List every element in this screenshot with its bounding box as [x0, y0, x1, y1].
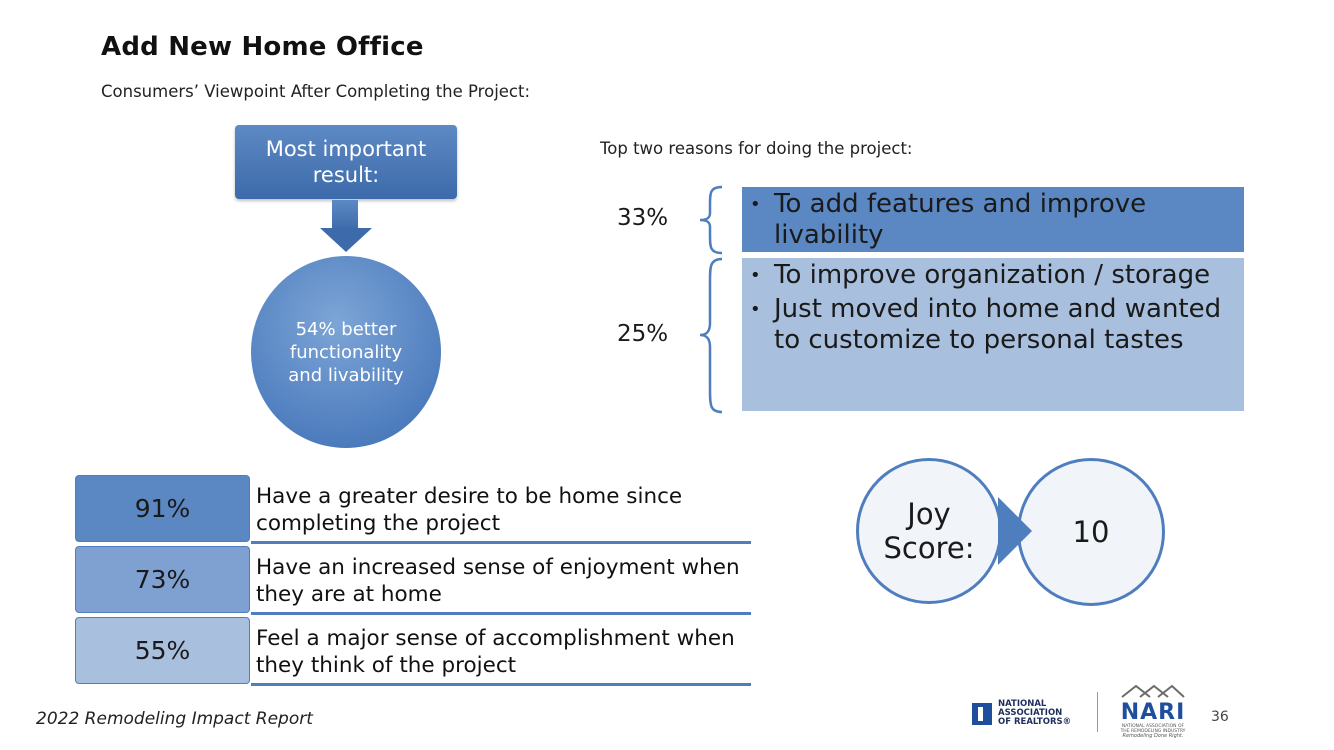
- result-circle-text: 54% better functionality and livability: [288, 318, 404, 386]
- stat-row: 55% Feel a major sense of accomplishment…: [75, 617, 751, 686]
- right-arrow-icon: [998, 497, 1032, 565]
- curly-brace-icon: [699, 257, 723, 414]
- nari-tagline: Remodeling Done Right.: [1122, 733, 1184, 739]
- joy-score-value-circle: 10: [1017, 458, 1165, 606]
- stat-text: Have an increased sense of enjoyment whe…: [256, 555, 740, 607]
- reason-text: To add features and improve livability: [774, 189, 1147, 250]
- reason-bullet: • To improve organization / storage: [748, 260, 1236, 291]
- reason-box-2: • To improve organization / storage • Ju…: [742, 258, 1244, 411]
- nari-subtext: NATIONAL ASSOCIATION OF THE REMODELING I…: [1120, 724, 1186, 734]
- stat-row: 73% Have an increased sense of enjoyment…: [75, 546, 751, 615]
- bullet-dot-icon: •: [750, 299, 761, 320]
- reasons-heading: Top two reasons for doing the project:: [600, 139, 913, 158]
- reason-percent-1: 33%: [617, 205, 669, 231]
- curly-brace-icon: [699, 185, 723, 255]
- stat-text: Have a greater desire to be home since c…: [256, 484, 683, 536]
- nari-logo: NARI NATIONAL ASSOCIATION OF THE REMODEL…: [1118, 683, 1188, 739]
- realtors-logo-text: NATIONAL ASSOCIATION OF REALTORS®: [998, 699, 1072, 727]
- page-subtitle: Consumers’ Viewpoint After Completing th…: [101, 82, 531, 101]
- reason-bullet: • To add features and improve livability: [748, 189, 1236, 251]
- logo-divider: [1097, 692, 1098, 732]
- house-roof-icon: [1121, 684, 1185, 698]
- stat-underline: [251, 612, 751, 615]
- realtor-r-icon: [972, 702, 992, 725]
- stat-underline: [251, 541, 751, 544]
- bullet-dot-icon: •: [750, 265, 761, 286]
- reason-text: To improve organization / storage: [774, 260, 1211, 290]
- bullet-dot-icon: •: [750, 194, 761, 215]
- result-circle: 54% better functionality and livability: [251, 256, 441, 448]
- realtors-logo: NATIONAL ASSOCIATION OF REALTORS®: [972, 700, 1073, 727]
- joy-score-value: 10: [1072, 515, 1110, 549]
- most-important-result-box: Most important result:: [235, 125, 457, 199]
- reason-box-1: • To add features and improve livability: [742, 187, 1244, 252]
- page-number: 36: [1211, 709, 1229, 725]
- result-box-label: Most important result:: [265, 137, 427, 187]
- stat-row: 91% Have a greater desire to be home sin…: [75, 475, 751, 544]
- stat-percent: 91%: [75, 475, 250, 542]
- down-arrow-icon-shaft: [332, 200, 358, 230]
- stat-text: Feel a major sense of accomplishment whe…: [256, 626, 735, 678]
- joy-score-label: Joy Score:: [883, 497, 975, 565]
- stat-percent: 55%: [75, 617, 250, 684]
- down-arrow-icon: [320, 228, 372, 252]
- report-footer: 2022 Remodeling Impact Report: [36, 709, 313, 729]
- reason-bullet: • Just moved into home and wanted to cus…: [748, 294, 1236, 356]
- reason-percent-2: 25%: [617, 321, 669, 347]
- joy-score-label-circle: Joy Score:: [856, 458, 1002, 604]
- nari-wordmark: NARI: [1120, 700, 1186, 725]
- reason-text: Just moved into home and wanted to custo…: [774, 294, 1222, 355]
- stat-underline: [251, 683, 751, 686]
- page-title: Add New Home Office: [101, 32, 424, 62]
- stat-percent: 73%: [75, 546, 250, 613]
